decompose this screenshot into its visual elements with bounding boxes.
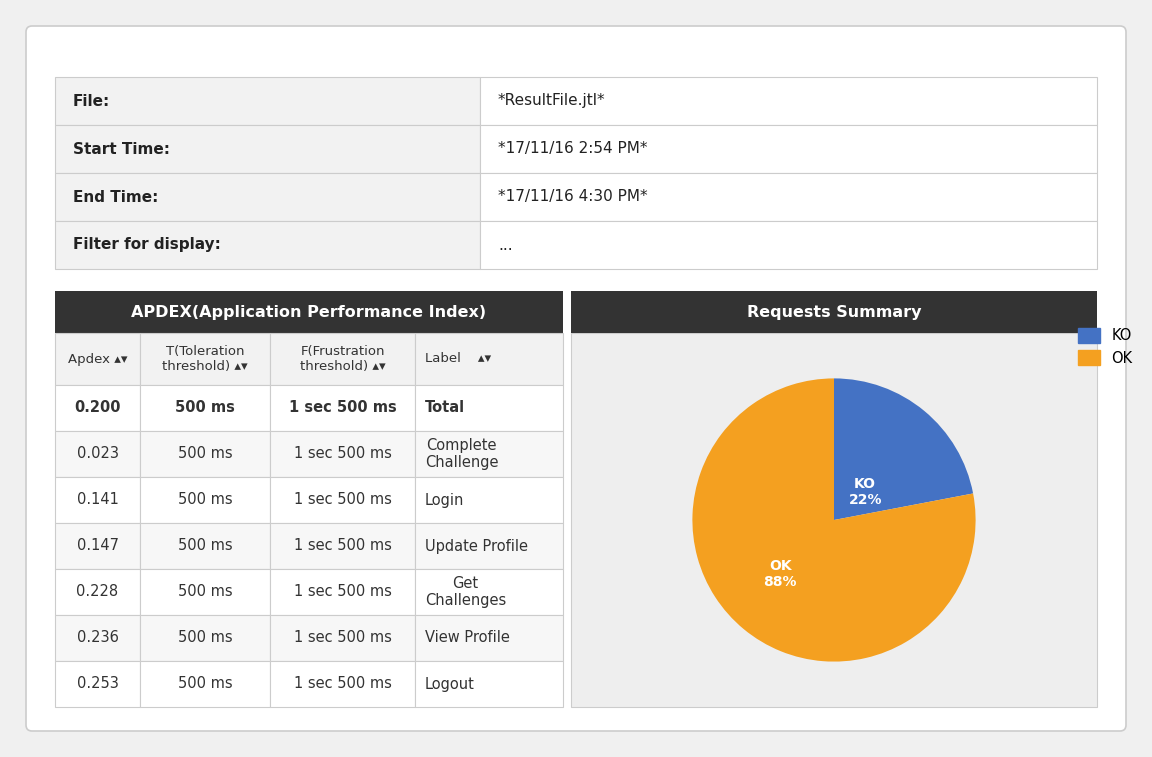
Bar [55,477,141,523]
Text: 1 sec 500 ms: 1 sec 500 ms [294,677,392,691]
Text: 500 ms: 500 ms [177,538,233,553]
Bar [480,173,1097,221]
Text: 0.228: 0.228 [76,584,119,600]
Bar [270,615,415,661]
Bar [141,615,270,661]
Bar [55,333,141,385]
Text: Start Time:: Start Time: [73,142,170,157]
Bar [571,333,1097,707]
Bar [270,569,415,615]
Bar [415,385,563,431]
Wedge shape [692,378,976,662]
Text: 500 ms: 500 ms [175,400,235,416]
Bar [141,431,270,477]
Bar [141,523,270,569]
Text: 500 ms: 500 ms [177,447,233,462]
Text: 500 ms: 500 ms [177,493,233,507]
Text: 0.200: 0.200 [74,400,121,416]
Text: 0.236: 0.236 [76,631,119,646]
Text: 1 sec 500 ms: 1 sec 500 ms [294,538,392,553]
Bar [415,431,563,477]
Bar [141,333,270,385]
Text: Label    ▴▾: Label ▴▾ [425,353,491,366]
Text: 0.147: 0.147 [76,538,119,553]
Text: 500 ms: 500 ms [177,677,233,691]
Text: View Profile: View Profile [425,631,510,646]
Text: End Time:: End Time: [73,189,158,204]
Bar [270,333,415,385]
Text: Login: Login [425,493,464,507]
Text: *17/11/16 4:30 PM*: *17/11/16 4:30 PM* [498,189,647,204]
Bar [55,125,480,173]
Text: 1 sec 500 ms: 1 sec 500 ms [289,400,396,416]
Bar [141,569,270,615]
Text: Requests Summary: Requests Summary [746,304,922,319]
Bar [270,477,415,523]
Bar [55,221,480,269]
Bar [415,477,563,523]
Text: Filter for display:: Filter for display: [73,238,221,253]
Bar [55,523,141,569]
Text: 0.141: 0.141 [76,493,119,507]
Text: 500 ms: 500 ms [177,584,233,600]
Bar [141,477,270,523]
Bar [480,221,1097,269]
Text: Logout: Logout [425,677,475,691]
Bar [55,615,141,661]
Text: Get
Challenges: Get Challenges [425,576,506,608]
Text: F(Frustration
threshold) ▴▾: F(Frustration threshold) ▴▾ [300,345,385,373]
Text: APDEX(Application Performance Index): APDEX(Application Performance Index) [131,304,486,319]
Bar [270,431,415,477]
Bar [55,173,480,221]
Text: 1 sec 500 ms: 1 sec 500 ms [294,631,392,646]
Bar [141,661,270,707]
Bar [270,661,415,707]
Bar [415,333,563,385]
Text: 1 sec 500 ms: 1 sec 500 ms [294,584,392,600]
Bar [480,125,1097,173]
FancyBboxPatch shape [26,26,1126,731]
Bar [55,291,563,333]
Bar [571,291,1097,333]
Bar [415,569,563,615]
Text: File:: File: [73,94,111,108]
Text: OK
88%: OK 88% [764,559,797,589]
Bar [55,385,141,431]
Legend: KO, OK: KO, OK [1071,322,1138,372]
Text: KO
22%: KO 22% [848,477,882,506]
Text: Total: Total [425,400,465,416]
Text: 1 sec 500 ms: 1 sec 500 ms [294,447,392,462]
Text: *ResultFile.jtl*: *ResultFile.jtl* [498,94,606,108]
Text: 500 ms: 500 ms [177,631,233,646]
Bar [55,77,480,125]
Bar [55,569,141,615]
Text: ...: ... [498,238,513,253]
Bar [415,523,563,569]
Bar [270,385,415,431]
Text: 1 sec 500 ms: 1 sec 500 ms [294,493,392,507]
Bar [141,385,270,431]
Bar [415,615,563,661]
Bar [55,431,141,477]
Wedge shape [834,378,973,520]
Text: T(Toleration
threshold) ▴▾: T(Toleration threshold) ▴▾ [162,345,248,373]
Bar [480,77,1097,125]
Bar [270,523,415,569]
Text: 0.253: 0.253 [76,677,119,691]
Text: Update Profile: Update Profile [425,538,528,553]
Text: *17/11/16 2:54 PM*: *17/11/16 2:54 PM* [498,142,647,157]
Text: 0.023: 0.023 [76,447,119,462]
Text: Apdex ▴▾: Apdex ▴▾ [68,353,127,366]
Bar [415,661,563,707]
Bar [55,661,141,707]
Text: Complete
Challenge: Complete Challenge [425,438,499,470]
